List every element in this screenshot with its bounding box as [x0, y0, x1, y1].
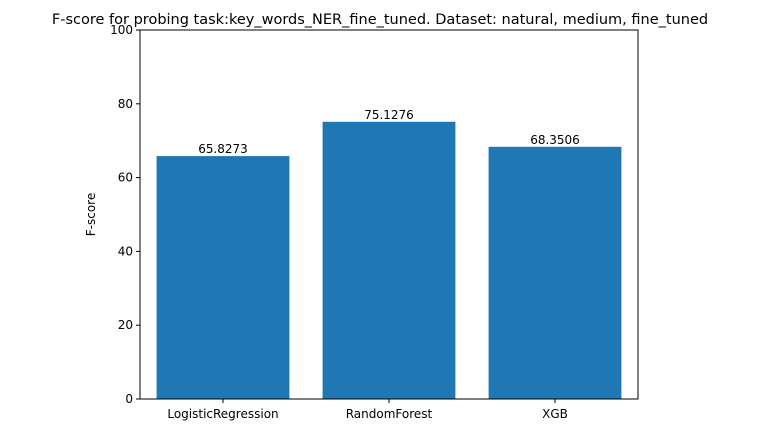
x-tick-label: LogisticRegression	[167, 407, 278, 421]
y-tick-label: 40	[118, 244, 133, 258]
y-tick-label: 60	[118, 171, 133, 185]
y-tick-label: 80	[118, 97, 133, 111]
y-tick-label: 100	[110, 23, 133, 37]
y-tick-label: 0	[125, 392, 133, 406]
x-axis-ticks: LogisticRegression RandomForest XGB	[167, 399, 568, 421]
y-axis-label: F-score	[84, 193, 98, 236]
y-tick-label: 20	[118, 318, 133, 332]
bar-value-label: 75.1276	[364, 108, 414, 122]
bar-value-label: 65.8273	[198, 142, 248, 156]
x-tick-label: RandomForest	[346, 407, 433, 421]
plot-frame	[139, 29, 639, 400]
bar-value-label: 68.3506	[530, 133, 580, 147]
bar	[322, 121, 456, 399]
chart-title: F-score for probing task:key_words_NER_f…	[52, 12, 708, 28]
bar	[488, 146, 622, 399]
y-axis-ticks: 0 20 40 60 80 100	[110, 23, 140, 406]
bars: 65.8273 75.1276 68.3506	[156, 108, 622, 399]
x-tick-label: XGB	[542, 407, 568, 421]
bar	[156, 156, 290, 399]
